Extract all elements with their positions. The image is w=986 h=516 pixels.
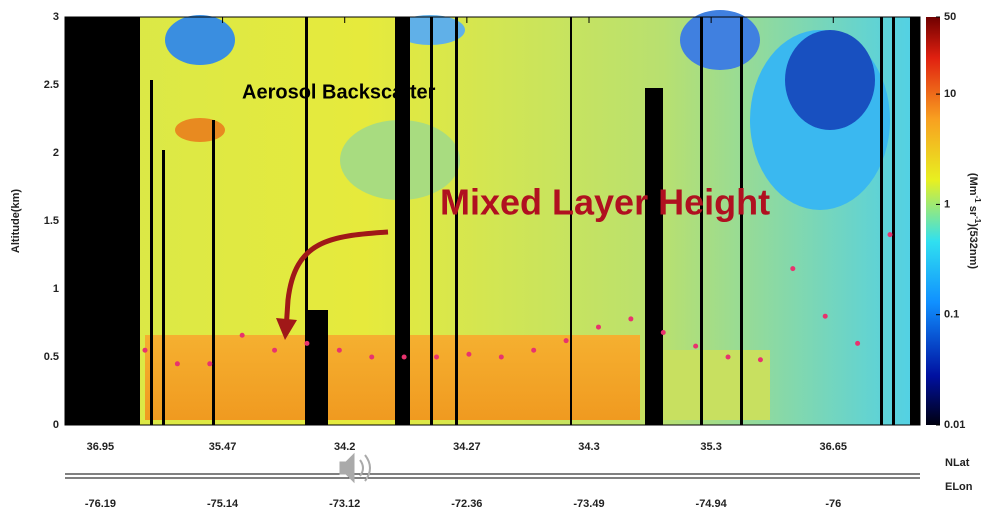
y-tick-label: 3 bbox=[53, 11, 59, 23]
y-tick-label: 0.5 bbox=[44, 351, 59, 363]
arrowhead bbox=[276, 318, 297, 340]
colorbar-tick-label: 50 bbox=[944, 11, 956, 23]
x2-tick-label: -72.36 bbox=[451, 498, 482, 510]
x-axis-label: NLat bbox=[945, 457, 970, 469]
colorbar-label-part: )(532nm) bbox=[967, 223, 979, 269]
mixed-layer-point bbox=[401, 354, 407, 360]
mixed-layer-point bbox=[207, 361, 213, 367]
x-tick-label: 35.3 bbox=[700, 441, 721, 453]
mixed-layer-point bbox=[304, 340, 310, 346]
colorbar-label-part: -1 bbox=[973, 216, 982, 224]
mixed-layer-point bbox=[855, 340, 861, 346]
mixed-layer-point bbox=[790, 266, 796, 272]
colorbar-label-part: (Mm bbox=[967, 173, 979, 196]
x2-tick-label: -74.94 bbox=[696, 498, 728, 510]
colorbar-tick-label: 0.01 bbox=[944, 419, 965, 431]
x-tick-label: 36.95 bbox=[87, 441, 115, 453]
mixed-layer-point bbox=[660, 330, 666, 336]
x-tick-label: 36.65 bbox=[820, 441, 848, 453]
heatmap-image bbox=[65, 10, 920, 425]
x2-tick-label: -73.49 bbox=[573, 498, 604, 510]
mixed-layer-point bbox=[822, 313, 828, 319]
y-tick-label: 0 bbox=[53, 419, 59, 431]
colorbar-label: (Mm-1 sr-1)(532nm) bbox=[967, 173, 982, 270]
y-tick-label: 1 bbox=[53, 283, 59, 295]
colorbar-tick-label: 1 bbox=[944, 198, 950, 210]
mixed-layer-point bbox=[628, 316, 634, 322]
x2-axis-label: ELon bbox=[945, 481, 973, 493]
mixed-layer-point bbox=[563, 338, 569, 344]
x2-tick-label: -76 bbox=[825, 498, 841, 510]
y-tick-label: 2.5 bbox=[44, 79, 59, 91]
mixed-layer-point bbox=[142, 347, 148, 353]
x-tick-label: 34.27 bbox=[453, 441, 481, 453]
annotation: Aerosol Backscatter bbox=[242, 81, 436, 103]
mixed-layer-point bbox=[272, 347, 278, 353]
x2-tick-label: -76.19 bbox=[85, 498, 116, 510]
mixed-layer-point bbox=[174, 361, 180, 367]
mixed-layer-point bbox=[239, 332, 245, 338]
colorbar-label-part: sr bbox=[967, 203, 979, 217]
speaker-icon bbox=[339, 452, 371, 484]
mixed-layer-point bbox=[498, 354, 504, 360]
annotation: Mixed Layer Height bbox=[440, 182, 770, 223]
colorbar-tick-label: 10 bbox=[944, 88, 956, 100]
mixed-layer-point bbox=[887, 232, 893, 238]
mixed-layer-point bbox=[434, 354, 440, 360]
arrow bbox=[283, 229, 389, 331]
x2-tick-label: -73.12 bbox=[329, 498, 360, 510]
mixed-layer-point bbox=[369, 354, 375, 360]
mixed-layer-point bbox=[466, 351, 472, 357]
x2-tick-label: -75.14 bbox=[207, 498, 239, 510]
x-tick-label: 34.2 bbox=[334, 441, 355, 453]
mixed-layer-point bbox=[595, 324, 601, 330]
y-axis-label: Altitude(km) bbox=[10, 189, 22, 254]
mixed-layer-point bbox=[336, 347, 342, 353]
mixed-layer-point bbox=[725, 354, 731, 360]
y-tick-label: 2 bbox=[53, 147, 59, 159]
x-tick-label: 35.47 bbox=[209, 441, 237, 453]
colorbar bbox=[926, 17, 940, 425]
colorbar-tick-label: 0.1 bbox=[944, 309, 959, 321]
x-tick-label: 34.3 bbox=[578, 441, 599, 453]
mixed-layer-point bbox=[693, 343, 699, 349]
mixed-layer-point bbox=[757, 357, 763, 363]
mixed-layer-point bbox=[531, 347, 537, 353]
y-tick-label: 1.5 bbox=[44, 215, 59, 227]
colorbar-label-part: -1 bbox=[973, 196, 982, 204]
